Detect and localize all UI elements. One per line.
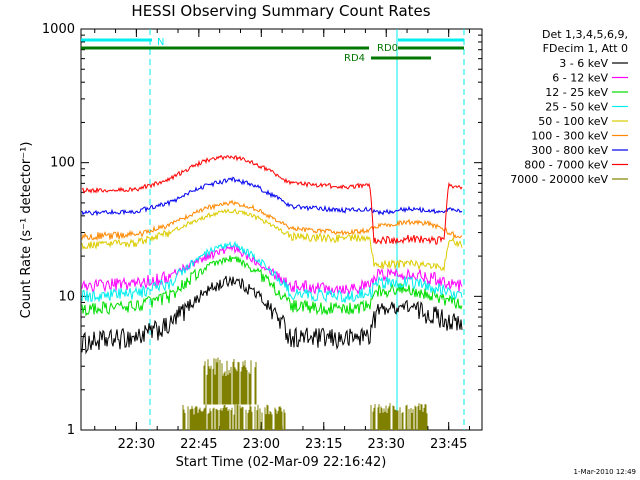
y-tick-label: 1 — [67, 423, 75, 438]
flag-bars: N RD0 RD4 — [81, 37, 464, 64]
legend-entry-label: 6 - 12 keV — [552, 72, 608, 85]
y-tick-label: 10 — [58, 289, 75, 304]
legend-entry-label: 100 - 300 keV — [531, 130, 608, 143]
flag-rd4-label: RD4 — [344, 53, 365, 64]
legend-header-line-1: Det 1,3,4,5,6,9, — [542, 28, 628, 41]
legend-entry-label: 7000 - 20000 keV — [510, 173, 608, 186]
x-tick-label: 23:30 — [367, 437, 404, 452]
x-tick-label: 23:00 — [243, 437, 280, 452]
legend-entry-label: 3 - 6 keV — [559, 57, 608, 70]
x-axis-label: Start Time (02-Mar-09 22:16:42) — [176, 455, 387, 470]
legend-entry-label: 800 - 7000 keV — [524, 159, 608, 172]
footer-date: 1-Mar-2010 12:49 — [574, 468, 636, 476]
x-axis: 22:30 22:45 23:00 23:15 23:30 23:45 — [94, 29, 471, 452]
y-axis: 1 10 100 1000 — [42, 22, 482, 438]
series-7000-20000-kev — [182, 357, 428, 430]
series-line-0 — [81, 275, 463, 355]
legend-header-line-2: FDecim 1, Att 0 — [543, 42, 628, 55]
y-axis-label-group: Count Rate (s⁻¹ detector⁻¹) — [19, 142, 34, 319]
legend-entry-label: 300 - 800 keV — [531, 144, 608, 157]
legend-entry-label: 25 - 50 keV — [545, 101, 608, 114]
time-markers — [149, 29, 465, 430]
legend: Det 1,3,4,5,6,9, FDecim 1, Att 0 3 - 6 k… — [510, 28, 628, 186]
y-tick-label: 1000 — [42, 22, 75, 37]
x-tick-label: 22:45 — [180, 437, 217, 452]
y-axis-label: Count Rate (s⁻¹ detector⁻¹) — [19, 142, 34, 319]
series-line-7 — [81, 154, 463, 246]
x-tick-label: 23:15 — [305, 437, 342, 452]
legend-entry-label: 12 - 25 keV — [545, 86, 608, 99]
series-line-4 — [81, 208, 463, 272]
chart-title: HESSI Observing Summary Count Rates — [131, 2, 430, 20]
flag-rd0-label: RD0 — [377, 43, 398, 54]
series-line-5 — [81, 199, 463, 242]
flag-n-label: N — [157, 37, 164, 48]
series-line-6 — [81, 176, 463, 217]
legend-entry-label: 50 - 100 keV — [538, 115, 608, 128]
series-line-1 — [81, 243, 463, 296]
x-tick-label: 23:45 — [430, 437, 467, 452]
x-tick-label: 22:30 — [118, 437, 155, 452]
y-tick-label: 100 — [50, 156, 75, 171]
series-line-3 — [81, 240, 463, 303]
series-layer — [81, 154, 463, 355]
